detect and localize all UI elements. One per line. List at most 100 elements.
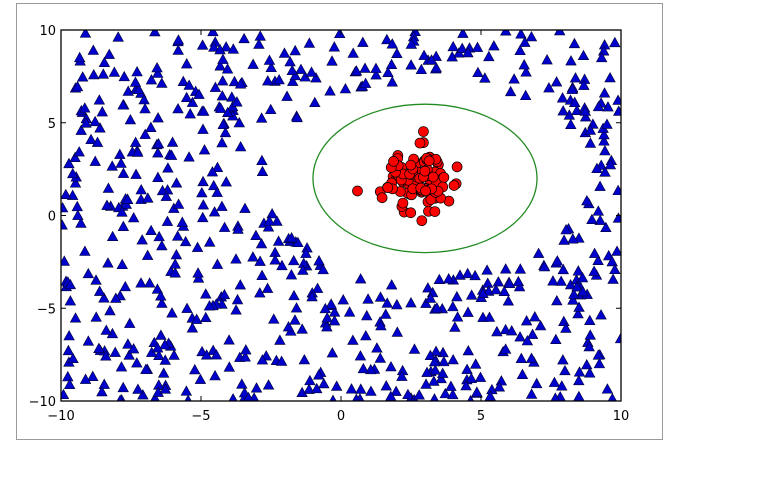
triangle-point <box>386 76 398 87</box>
triangle-point <box>402 388 414 400</box>
triangle-point <box>422 282 434 293</box>
triangle-point <box>196 39 209 50</box>
triangle-point <box>276 259 288 271</box>
triangle-point <box>177 75 190 86</box>
triangle-point <box>516 368 529 379</box>
triangle-point <box>297 264 309 275</box>
triangle-point <box>405 38 418 49</box>
triangle-point <box>262 221 275 232</box>
triangle-point <box>357 36 369 47</box>
triangle-point <box>152 112 164 123</box>
triangle-point <box>73 146 85 157</box>
triangle-point <box>613 105 621 116</box>
triangle-point <box>116 258 128 270</box>
triangle-point <box>515 30 527 39</box>
triangle-point <box>462 306 474 317</box>
triangle-point <box>385 279 398 290</box>
triangle-point <box>556 92 569 103</box>
triangle-point <box>115 157 127 168</box>
triangle-point <box>584 367 596 378</box>
triangle-point <box>274 334 286 345</box>
triangle-point <box>380 308 392 319</box>
triangle-point <box>581 358 593 370</box>
triangle-point <box>573 374 585 386</box>
plot-area-background <box>61 30 621 401</box>
triangle-point <box>214 43 226 55</box>
triangle-point <box>415 63 428 75</box>
triangle-point <box>256 154 268 166</box>
triangle-point <box>289 44 301 56</box>
triangle-point <box>278 47 291 58</box>
triangle-point <box>593 357 606 369</box>
triangle-point <box>145 74 158 85</box>
triangle-point <box>547 275 559 286</box>
triangle-point <box>75 217 87 228</box>
triangle-point <box>63 378 76 389</box>
triangle-point <box>156 77 168 88</box>
triangle-point <box>447 40 459 52</box>
triangle-point <box>114 148 126 159</box>
triangle-point <box>281 90 293 101</box>
triangle-point <box>461 363 473 374</box>
triangle-point <box>90 274 102 285</box>
triangle-point <box>180 58 193 69</box>
triangle-point <box>63 330 75 341</box>
triangle-point <box>481 264 493 275</box>
triangle-point <box>79 30 92 38</box>
triangle-point <box>87 370 99 381</box>
triangle-point <box>558 234 570 245</box>
triangle-point <box>117 167 130 178</box>
triangle-point <box>350 65 363 76</box>
triangle-point <box>77 71 89 82</box>
triangle-point <box>159 339 171 350</box>
triangle-point <box>498 285 510 296</box>
triangle-point <box>362 293 374 304</box>
triangle-point <box>288 289 300 301</box>
triangle-point <box>93 342 105 353</box>
triangle-point <box>214 60 226 71</box>
triangle-point <box>117 99 129 110</box>
triangle-point <box>435 372 447 384</box>
triangle-point <box>61 255 70 266</box>
triangle-point <box>82 335 95 346</box>
triangle-point <box>157 367 170 378</box>
triangle-point <box>172 102 184 114</box>
triangle-point <box>325 298 337 309</box>
triangle-point <box>592 205 605 216</box>
triangle-point <box>313 369 325 380</box>
triangle-point <box>430 61 442 73</box>
triangle-point <box>220 41 232 52</box>
y-tick-label: 5 <box>48 117 56 132</box>
triangle-point <box>462 344 475 356</box>
triangle-point <box>254 30 266 41</box>
triangle-point <box>442 273 455 284</box>
triangle-point <box>557 354 569 365</box>
triangle-point <box>89 115 101 127</box>
triangle-point <box>272 235 285 246</box>
triangle-point <box>97 68 110 79</box>
circle-point <box>376 192 388 204</box>
triangle-point <box>467 394 474 401</box>
triangle-point <box>604 158 617 170</box>
triangle-point <box>89 155 101 166</box>
triangle-point <box>69 151 81 163</box>
triangle-point <box>103 48 115 59</box>
triangle-point <box>155 290 167 301</box>
triangle-point <box>588 247 601 258</box>
triangle-point <box>607 273 619 284</box>
triangle-point <box>370 69 382 80</box>
triangle-point <box>218 288 231 300</box>
triangle-point <box>151 61 163 73</box>
x-tick-label: 0 <box>337 409 345 424</box>
triangle-point <box>256 165 269 177</box>
triangle-point <box>424 349 437 361</box>
triangle-point <box>543 82 555 93</box>
triangle-point <box>567 233 579 244</box>
triangle-point <box>568 37 581 49</box>
axis-ticks: −10 −5 0 5 10 −10 −5 0 5 10 <box>29 24 630 424</box>
triangle-point <box>131 66 143 77</box>
triangle-point <box>227 43 240 54</box>
triangle-point <box>339 83 352 94</box>
triangle-point <box>514 263 527 274</box>
triangle-point <box>591 162 603 173</box>
